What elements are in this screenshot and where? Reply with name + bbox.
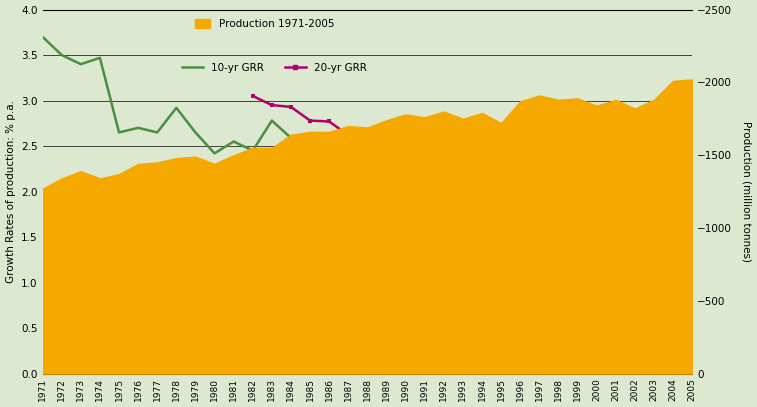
- Y-axis label: Production (million tonnes): Production (million tonnes): [741, 121, 752, 262]
- Legend: 10-yr GRR, 20-yr GRR: 10-yr GRR, 20-yr GRR: [178, 59, 371, 77]
- Y-axis label: Growth Rates of production: % p.a.: Growth Rates of production: % p.a.: [5, 100, 16, 283]
